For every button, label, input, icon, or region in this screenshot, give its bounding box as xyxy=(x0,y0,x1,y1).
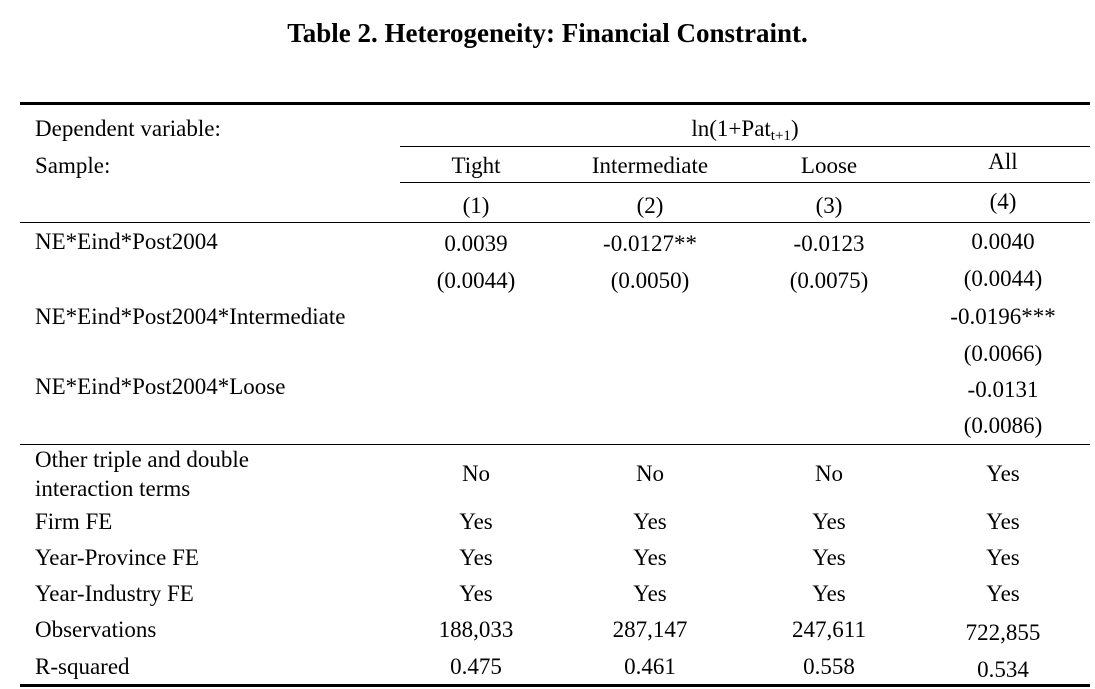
other-c1: No xyxy=(461,461,491,486)
coef-r1-c3: -0.0123 xyxy=(793,231,865,256)
yp-fe-c4: Yes xyxy=(986,545,1020,570)
yp-fe-c2: Yes xyxy=(633,545,667,570)
table-title: Table 2. Heterogeneity: Financial Constr… xyxy=(287,18,808,48)
firm-fe-c1: Yes xyxy=(459,509,493,534)
sample-underline xyxy=(400,182,1090,183)
column-number-2: (2) xyxy=(636,193,664,218)
r2-c4: 0.534 xyxy=(977,657,1029,682)
row-label-other-line1: Other triple and double xyxy=(35,447,249,472)
coef-r1-c4: 0.0040 xyxy=(971,229,1035,254)
se-r1-c1: (0.0044) xyxy=(436,268,516,293)
dependent-variable-subscript: t+1 xyxy=(770,128,791,144)
se-r3-c4: (0.0086) xyxy=(963,413,1043,438)
other-c2: No xyxy=(635,461,665,486)
column-number-3: (3) xyxy=(815,193,843,218)
r2-c1: 0.475 xyxy=(450,654,502,679)
sample-all: All xyxy=(988,149,1018,174)
column-number-4: (4) xyxy=(989,189,1017,214)
firm-fe-c2: Yes xyxy=(633,509,667,534)
se-r1-c2: (0.0050) xyxy=(610,268,690,293)
row-label-observations: Observations xyxy=(35,617,157,642)
dependent-variable-value: ln(1+Patt+1) xyxy=(691,116,798,149)
row-label-firm-fe: Firm FE xyxy=(35,509,113,534)
sample-loose: Loose xyxy=(800,153,858,178)
yi-fe-c1: Yes xyxy=(459,581,493,606)
yi-fe-c3: Yes xyxy=(812,581,846,606)
firm-fe-c3: Yes xyxy=(812,509,846,534)
header-bottom-rule xyxy=(20,222,1090,223)
obs-c2: 287,147 xyxy=(612,617,688,642)
row-label-ne-eind-post2004: NE*Eind*Post2004 xyxy=(35,229,218,254)
row-label-loose: NE*Eind*Post2004*Loose xyxy=(35,374,286,399)
dependent-variable-base: ln(1+Pat xyxy=(691,116,771,141)
obs-c4: 722,855 xyxy=(965,620,1041,645)
column-number-1: (1) xyxy=(462,193,490,218)
coef-r3-c4: -0.0131 xyxy=(967,377,1039,402)
other-c4: Yes xyxy=(986,461,1020,486)
yi-fe-c4: Yes xyxy=(986,581,1020,606)
r2-c3: 0.558 xyxy=(803,654,855,679)
yp-fe-c3: Yes xyxy=(812,545,846,570)
stats-separator-rule xyxy=(20,444,1090,445)
se-r1-c4: (0.0044) xyxy=(963,266,1043,291)
se-r2-c4: (0.0066) xyxy=(963,341,1043,366)
dependent-variable-label: Dependent variable: xyxy=(35,116,221,141)
obs-c3: 247,611 xyxy=(792,617,866,642)
se-r1-c3: (0.0075) xyxy=(789,268,869,293)
dep-var-underline xyxy=(400,146,1090,147)
row-label-intermediate: NE*Eind*Post2004*Intermediate xyxy=(35,304,346,329)
coef-r1-c1: 0.0039 xyxy=(444,231,508,256)
sample-tight: Tight xyxy=(451,153,501,178)
row-label-other-line2: interaction terms xyxy=(35,476,191,501)
bottom-rule xyxy=(20,684,1090,687)
top-rule xyxy=(20,102,1090,105)
sample-label: Sample: xyxy=(35,153,111,178)
obs-c1: 188,033 xyxy=(438,617,514,642)
row-label-r-squared: R-squared xyxy=(35,654,130,679)
sample-intermediate: Intermediate xyxy=(591,153,709,178)
coef-r1-c2: -0.0127** xyxy=(603,231,697,256)
yi-fe-c2: Yes xyxy=(633,581,667,606)
firm-fe-c4: Yes xyxy=(986,509,1020,534)
other-c3: No xyxy=(814,461,844,486)
r2-c2: 0.461 xyxy=(624,654,676,679)
row-label-year-industry-fe: Year-Industry FE xyxy=(35,581,194,606)
yp-fe-c1: Yes xyxy=(459,545,493,570)
coef-r2-c4: -0.0196*** xyxy=(950,304,1056,329)
row-label-year-province-fe: Year-Province FE xyxy=(35,545,199,570)
dependent-variable-close: ) xyxy=(790,116,799,141)
